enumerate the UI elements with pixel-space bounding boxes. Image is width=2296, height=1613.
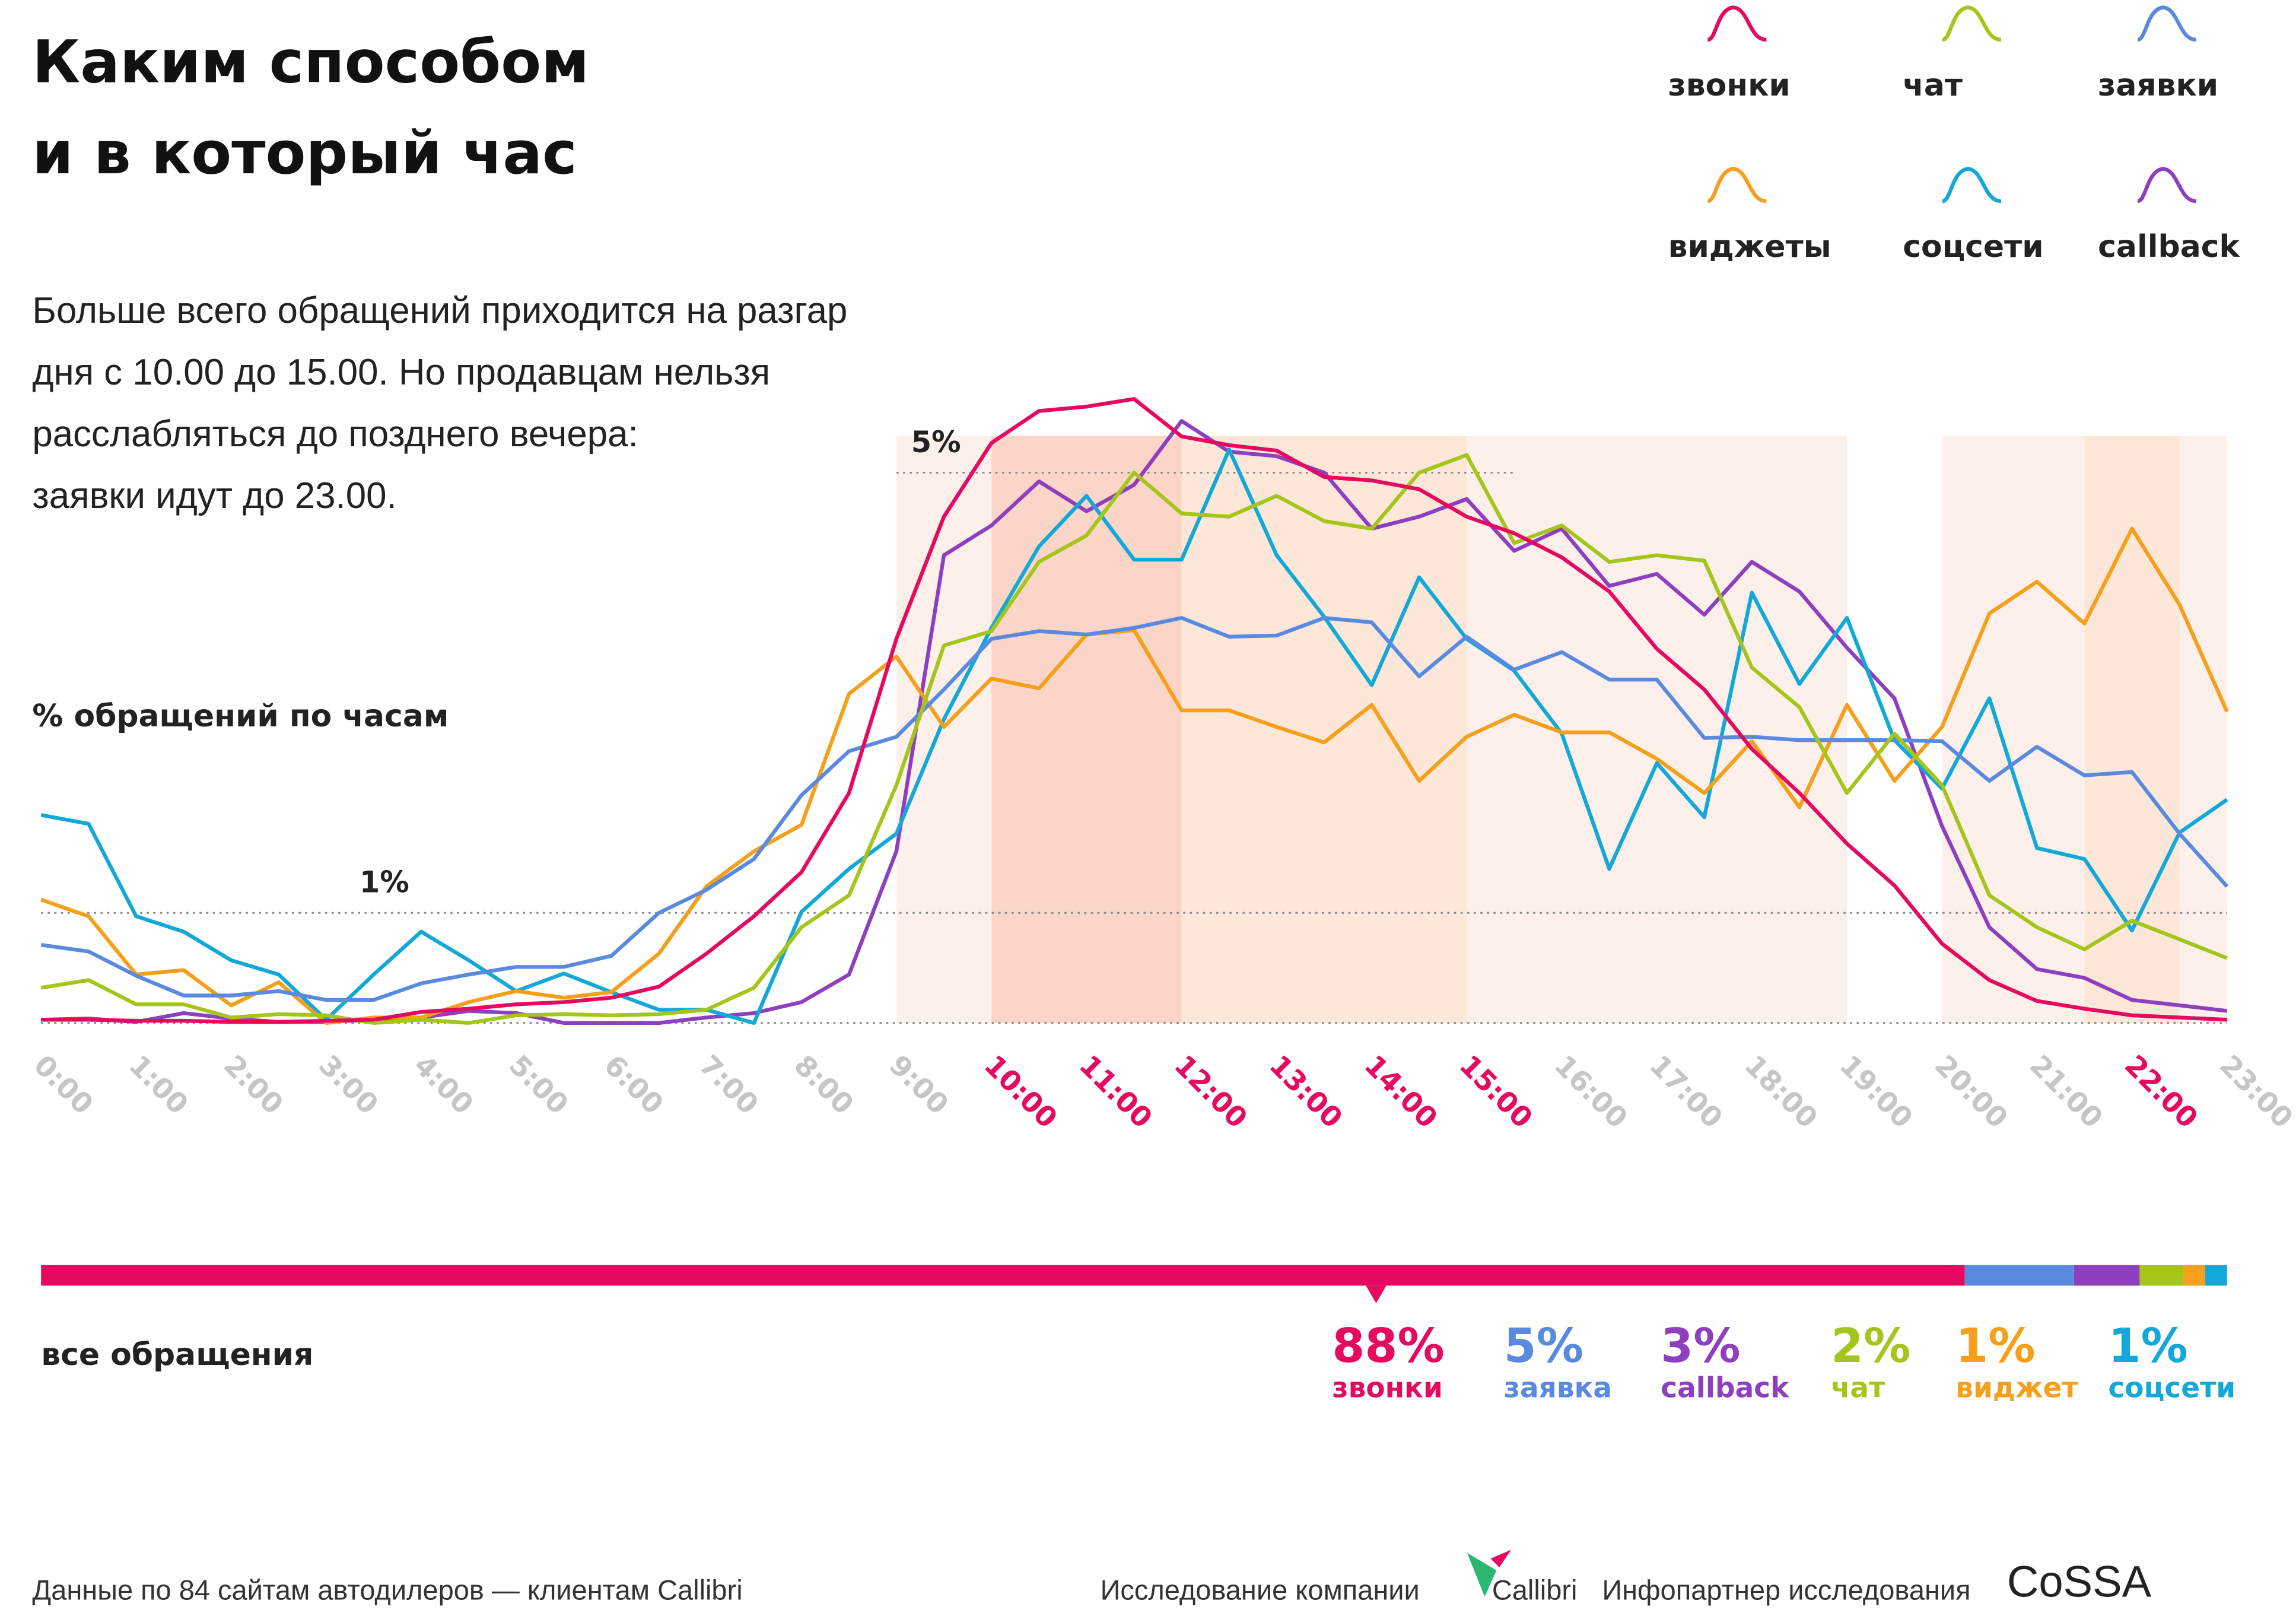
series-line <box>40 447 2228 1025</box>
share-label: все обращения <box>41 1337 313 1373</box>
research-text: Исследование компании <box>1101 1574 1420 1606</box>
x-tick-label: 23:00 <box>2213 1049 2296 1135</box>
x-tick-label: 11:00 <box>1073 1049 1159 1135</box>
legend-icon <box>2136 5 2197 42</box>
series-line <box>41 397 2227 1024</box>
share-segment <box>2205 1265 2227 1286</box>
legend-icon <box>1707 167 1767 204</box>
share-segment <box>2074 1265 2140 1286</box>
x-tick-label: 16:00 <box>1548 1049 1634 1135</box>
x-tick-label: 4:00 <box>408 1049 480 1122</box>
legend-label: виджеты <box>1668 229 1831 265</box>
x-tick-label: 19:00 <box>1833 1049 1919 1135</box>
share-value: 1% <box>1955 1319 2035 1373</box>
reference-label: 5% <box>911 425 961 459</box>
x-tick-label: 3:00 <box>313 1049 385 1122</box>
legend-label: заявки <box>2098 68 2218 103</box>
share-value: 88% <box>1332 1319 1444 1373</box>
share-name: callback <box>1661 1371 1790 1404</box>
share-segment <box>1964 1265 2074 1286</box>
x-tick-label: 1:00 <box>122 1049 195 1122</box>
share-segment <box>41 1265 1965 1286</box>
legend-icon <box>1942 167 2002 204</box>
share-segment <box>2183 1265 2205 1286</box>
x-tick-label: 2:00 <box>217 1049 290 1122</box>
description-line: дня с 10.00 до 15.00. Но продавцам нельз… <box>32 352 770 393</box>
x-tick-label: 0:00 <box>27 1049 100 1122</box>
legend-label: чат <box>1903 68 1963 103</box>
x-tick-label: 10:00 <box>978 1049 1064 1135</box>
x-tick-label: 21:00 <box>2023 1049 2109 1135</box>
x-tick-label: 8:00 <box>787 1049 860 1122</box>
hour-band <box>2084 436 2180 1023</box>
share-value: 1% <box>2108 1319 2187 1373</box>
legend-icon <box>1707 5 1767 42</box>
x-tick-label: 9:00 <box>883 1049 955 1122</box>
x-tick-label: 14:00 <box>1358 1049 1444 1135</box>
legend-label: callback <box>2098 229 2240 265</box>
x-tick-label: 22:00 <box>2118 1049 2204 1135</box>
description-line: расслабляться до позднего вечера: <box>32 414 638 455</box>
source: Данные по 84 сайтам автодилеров — клиент… <box>32 1574 742 1606</box>
x-tick-label: 17:00 <box>1643 1049 1729 1135</box>
share-name: чат <box>1831 1371 1885 1404</box>
hour-band <box>991 436 1182 1023</box>
x-tick-label: 5:00 <box>503 1049 575 1122</box>
company-logo <box>1467 1552 1497 1597</box>
share-segment <box>2139 1265 2184 1286</box>
reference-label: 1% <box>360 865 409 900</box>
legend-icon <box>1942 5 2002 42</box>
share-name: соцсети <box>2108 1371 2235 1404</box>
description-line: заявки идут до 23.00. <box>32 475 396 516</box>
x-tick-label: 18:00 <box>1738 1049 1824 1135</box>
title-line: Каким способом <box>32 28 589 97</box>
legend-icon <box>2136 167 2197 204</box>
x-tick-label: 15:00 <box>1453 1049 1539 1135</box>
x-tick-label: 20:00 <box>1928 1049 2014 1135</box>
legend-label: звонки <box>1668 68 1791 103</box>
x-tick-label: 12:00 <box>1168 1049 1254 1135</box>
y-axis-label: % обращений по часам <box>32 698 449 734</box>
series-line <box>40 616 2229 1002</box>
x-tick-label: 6:00 <box>597 1049 670 1122</box>
partner-logo: CoSSA <box>2007 1557 2152 1606</box>
share-name: заявка <box>1504 1371 1612 1404</box>
company: Callibri <box>1492 1574 1578 1606</box>
series-line <box>40 526 2229 1025</box>
share-name: звонки <box>1332 1371 1443 1404</box>
x-tick-label: 13:00 <box>1263 1049 1349 1135</box>
hour-band <box>1181 436 1467 1023</box>
share-value: 5% <box>1504 1319 1583 1373</box>
legend-label: соцсети <box>1903 229 2043 265</box>
share-name: виджет <box>1955 1371 2078 1404</box>
partner-text: Инфопартнер исследования <box>1602 1574 1970 1606</box>
series-line <box>40 453 2228 1025</box>
company-logo-accent <box>1490 1550 1512 1568</box>
share-value: 3% <box>1661 1319 1740 1373</box>
share-value: 2% <box>1831 1319 1910 1373</box>
x-tick-label: 7:00 <box>692 1049 765 1122</box>
title-line: и в который час <box>32 119 577 188</box>
description-line: Больше всего обращений приходится на раз… <box>32 290 847 331</box>
share-pointer <box>1366 1285 1386 1304</box>
